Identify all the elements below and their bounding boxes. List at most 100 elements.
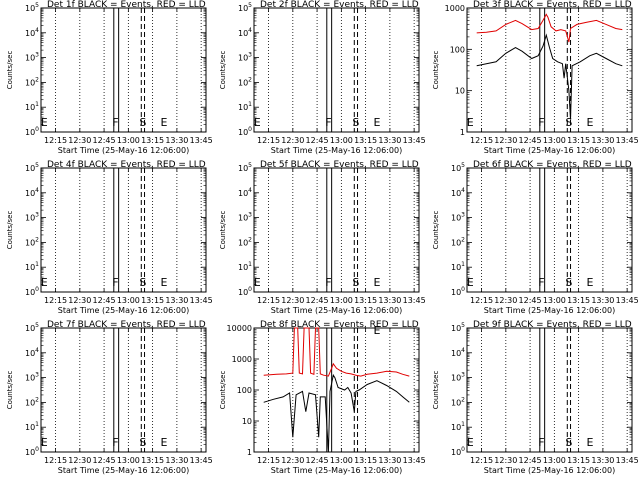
marker-label: S: [139, 436, 146, 449]
y-tick-label: 100: [451, 446, 465, 457]
lld-series-line: [476, 13, 623, 43]
x-tick-label: 12:30: [281, 296, 304, 305]
y-tick-label: 101: [451, 261, 465, 272]
x-axis-label: Start Time (25-May-16 12:06:00): [58, 306, 189, 315]
y-tick-label: 105: [451, 322, 465, 333]
marker-label: E: [41, 436, 48, 449]
x-axis-label: Start Time (25-May-16 12:06:00): [58, 466, 189, 475]
marker-label: S: [139, 116, 146, 129]
x-tick-label: 12:45: [519, 296, 542, 305]
y-tick-label: 1000: [445, 4, 465, 13]
panel-title: Det 7f BLACK = Events, RED = LLD: [47, 320, 206, 330]
x-tick-label: 12:45: [306, 136, 329, 145]
y-tick-label: 103: [25, 372, 39, 383]
plot-frame: [253, 167, 420, 293]
y-tick-label: 102: [25, 76, 39, 87]
y-tick-label: 100: [238, 126, 252, 137]
y-tick-label: 101: [238, 261, 252, 272]
y-tick-label: 102: [238, 76, 252, 87]
panel-title: Det 8f BLACK = Events, RED = LLD: [260, 320, 419, 330]
x-tick-label: 13:30: [591, 296, 614, 305]
y-tick-label: 104: [25, 347, 39, 358]
y-axis-label: Counts/sec: [432, 51, 440, 90]
y-tick-label: 102: [25, 396, 39, 407]
marker-label: E: [467, 436, 474, 449]
x-tick-label: 13:15: [141, 296, 164, 305]
y-tick-label: 100: [25, 286, 39, 297]
marker-label: E: [373, 116, 380, 129]
marker-label: E: [373, 276, 380, 289]
x-tick-label: 13:00: [543, 456, 566, 465]
y-tick-label: 102: [238, 236, 252, 247]
y-tick-label: 105: [25, 162, 39, 173]
x-tick-label: 13:00: [330, 296, 353, 305]
lld-series-line: [263, 327, 410, 377]
x-tick-label: 13:15: [354, 136, 377, 145]
y-axis-label: Counts/sec: [432, 371, 440, 410]
x-tick-label: 13:30: [165, 136, 188, 145]
x-tick-label: 13:30: [165, 296, 188, 305]
y-tick-label: 101: [25, 261, 39, 272]
x-tick-label: 13:15: [354, 296, 377, 305]
y-tick-label: 101: [25, 101, 39, 112]
x-tick-label: 12:30: [494, 296, 517, 305]
x-tick-label: 12:30: [68, 296, 91, 305]
panel-title: Det 3f BLACK = Events, RED = LLD: [473, 0, 632, 10]
plot-frame: [40, 7, 207, 133]
marker-label: S: [139, 276, 146, 289]
x-tick-label: 12:45: [519, 456, 542, 465]
panel-title: Det 4f BLACK = Events, RED = LLD: [47, 160, 206, 170]
x-tick-label: 13:45: [190, 296, 213, 305]
y-tick-label: 105: [451, 162, 465, 173]
x-tick-label: 13:30: [378, 296, 401, 305]
marker-label: F: [538, 436, 544, 449]
y-tick-label: 104: [238, 187, 252, 198]
x-tick-label: 13:00: [543, 296, 566, 305]
marker-label: F: [112, 276, 118, 289]
y-axis-label: Counts/sec: [219, 211, 227, 250]
x-tick-label: 13:15: [354, 456, 377, 465]
x-axis-label: Start Time (25-May-16 12:06:00): [271, 306, 402, 315]
plot-frame: [466, 167, 633, 293]
marker-label: E: [586, 436, 593, 449]
marker-label: E: [160, 116, 167, 129]
y-tick-label: 10: [455, 87, 465, 96]
x-tick-label: 13:00: [330, 456, 353, 465]
y-tick-label: 105: [238, 162, 252, 173]
x-tick-label: 13:30: [591, 456, 614, 465]
x-tick-label: 12:15: [257, 296, 280, 305]
x-tick-label: 12:15: [44, 456, 67, 465]
x-axis-label: Start Time (25-May-16 12:06:00): [484, 466, 615, 475]
marker-label: S: [352, 116, 359, 129]
panel-title: Det 9f BLACK = Events, RED = LLD: [473, 320, 632, 330]
x-axis-label: Start Time (25-May-16 12:06:00): [271, 146, 402, 155]
x-axis-label: Start Time (25-May-16 12:06:00): [58, 146, 189, 155]
x-axis-label: Start Time (25-May-16 12:06:00): [484, 306, 615, 315]
x-axis-label: Start Time (25-May-16 12:06:00): [271, 466, 402, 475]
x-tick-label: 12:15: [257, 136, 280, 145]
y-tick-label: 105: [25, 2, 39, 13]
marker-label: F: [325, 116, 331, 129]
marker-label: S: [565, 276, 572, 289]
x-tick-label: 12:45: [306, 296, 329, 305]
panel-title: Det 2f BLACK = Events, RED = LLD: [260, 0, 419, 10]
x-tick-label: 12:30: [68, 136, 91, 145]
x-tick-label: 13:15: [567, 136, 590, 145]
x-tick-label: 13:15: [141, 456, 164, 465]
x-tick-label: 13:15: [141, 136, 164, 145]
plot-frame: [466, 7, 633, 133]
y-axis-label: Counts/sec: [6, 371, 14, 410]
x-tick-label: 12:45: [306, 456, 329, 465]
marker-label: F: [538, 276, 544, 289]
x-tick-label: 13:30: [591, 136, 614, 145]
marker-label: E: [586, 276, 593, 289]
x-tick-label: 13:45: [403, 296, 426, 305]
marker-label: E: [467, 276, 474, 289]
y-axis-label: Counts/sec: [6, 51, 14, 90]
